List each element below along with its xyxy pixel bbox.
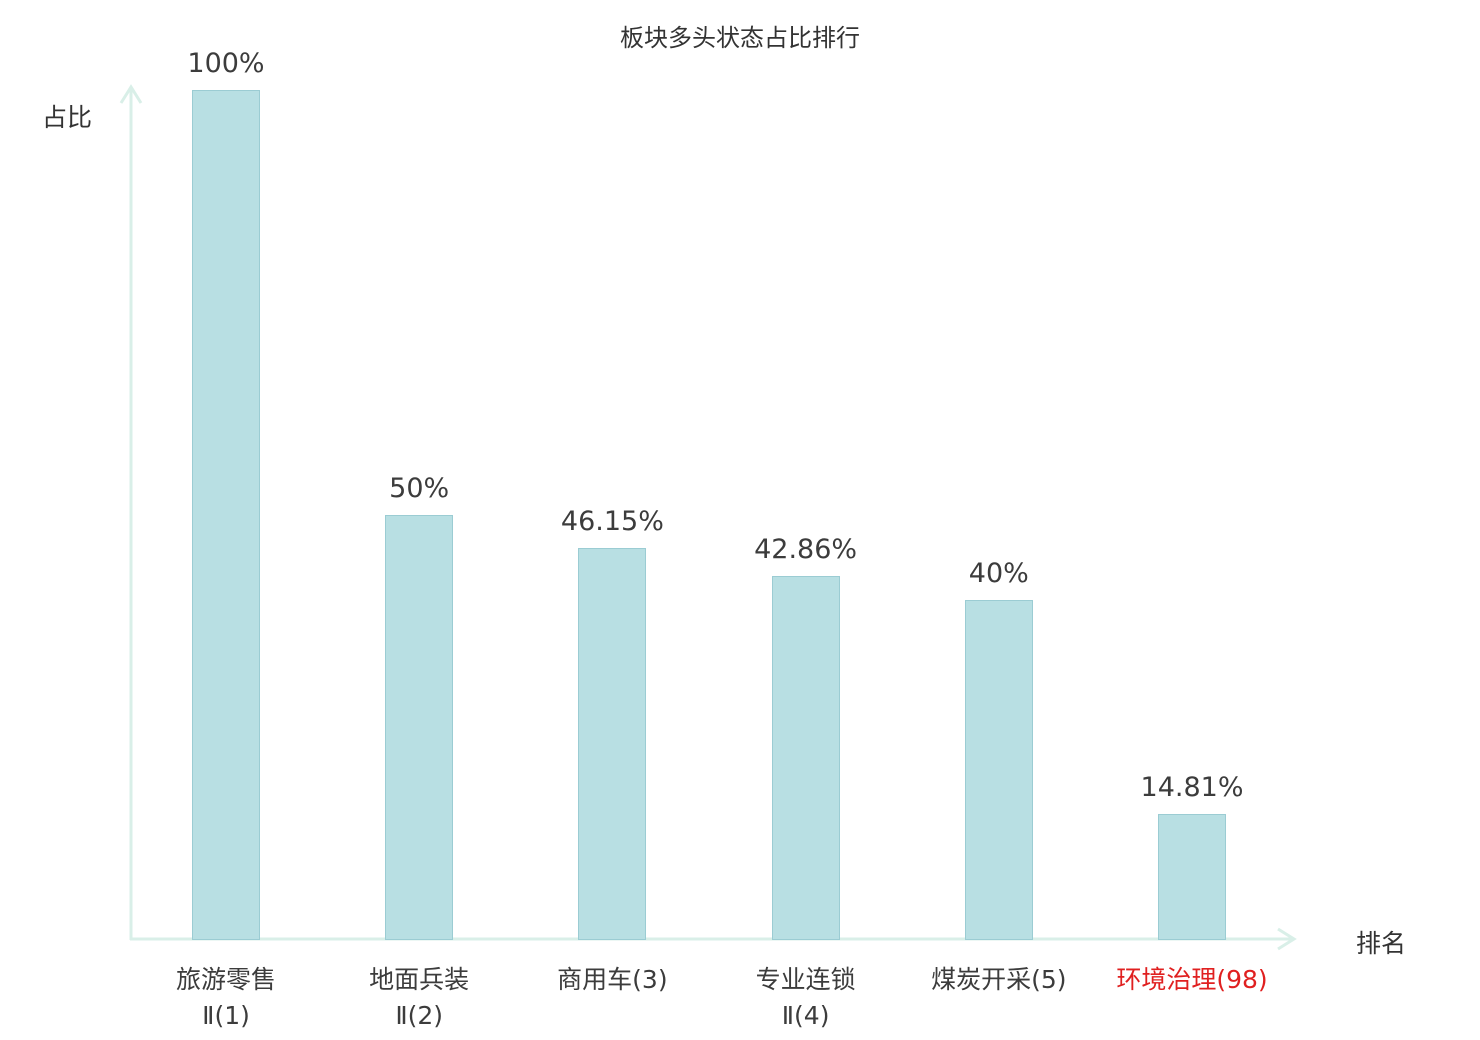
- value-label: 42.86%: [754, 534, 858, 565]
- value-label: 14.81%: [1140, 772, 1244, 803]
- chart-title: 板块多头状态占比排行: [620, 24, 860, 52]
- category-label-line: Ⅱ(2): [395, 1001, 444, 1030]
- y-axis-label: 占比: [42, 103, 93, 132]
- value-label: 50%: [389, 473, 450, 504]
- category-label-line: 专业连锁: [755, 965, 856, 994]
- category-label: 环境治理(98): [1116, 962, 1267, 998]
- category-label: 专业连锁 Ⅱ(4): [756, 962, 856, 1034]
- category-label-line: 地面兵装: [369, 965, 470, 994]
- category-label-line: Ⅱ(4): [781, 1001, 830, 1030]
- category-label: 地面兵装 Ⅱ(2): [369, 962, 469, 1034]
- y-axis-arrow-icon: [119, 84, 143, 104]
- bar: [192, 90, 260, 940]
- x-axis-label: 排名: [1356, 929, 1407, 958]
- category-label: 煤炭开采(5): [931, 962, 1066, 998]
- category-label-line: 煤炭开采(5): [931, 965, 1067, 994]
- bar: [1158, 814, 1226, 940]
- bar: [578, 548, 647, 940]
- category-label-line: Ⅱ(1): [202, 1001, 250, 1030]
- category-label: 商用车(3): [557, 962, 667, 998]
- category-label-line: 旅游零售: [175, 965, 277, 994]
- value-label: 40%: [968, 558, 1029, 589]
- bar: [385, 515, 454, 940]
- bar: [964, 600, 1033, 940]
- category-label-line: 商用车(3): [557, 965, 668, 994]
- category-label: 旅游零售 Ⅱ(1): [176, 962, 276, 1034]
- value-label: 100%: [187, 48, 265, 79]
- category-label-line: 环境治理(98): [1116, 965, 1268, 994]
- value-label: 46.15%: [560, 506, 664, 537]
- x-axis-arrow-icon: [1277, 927, 1297, 951]
- bar: [771, 576, 840, 940]
